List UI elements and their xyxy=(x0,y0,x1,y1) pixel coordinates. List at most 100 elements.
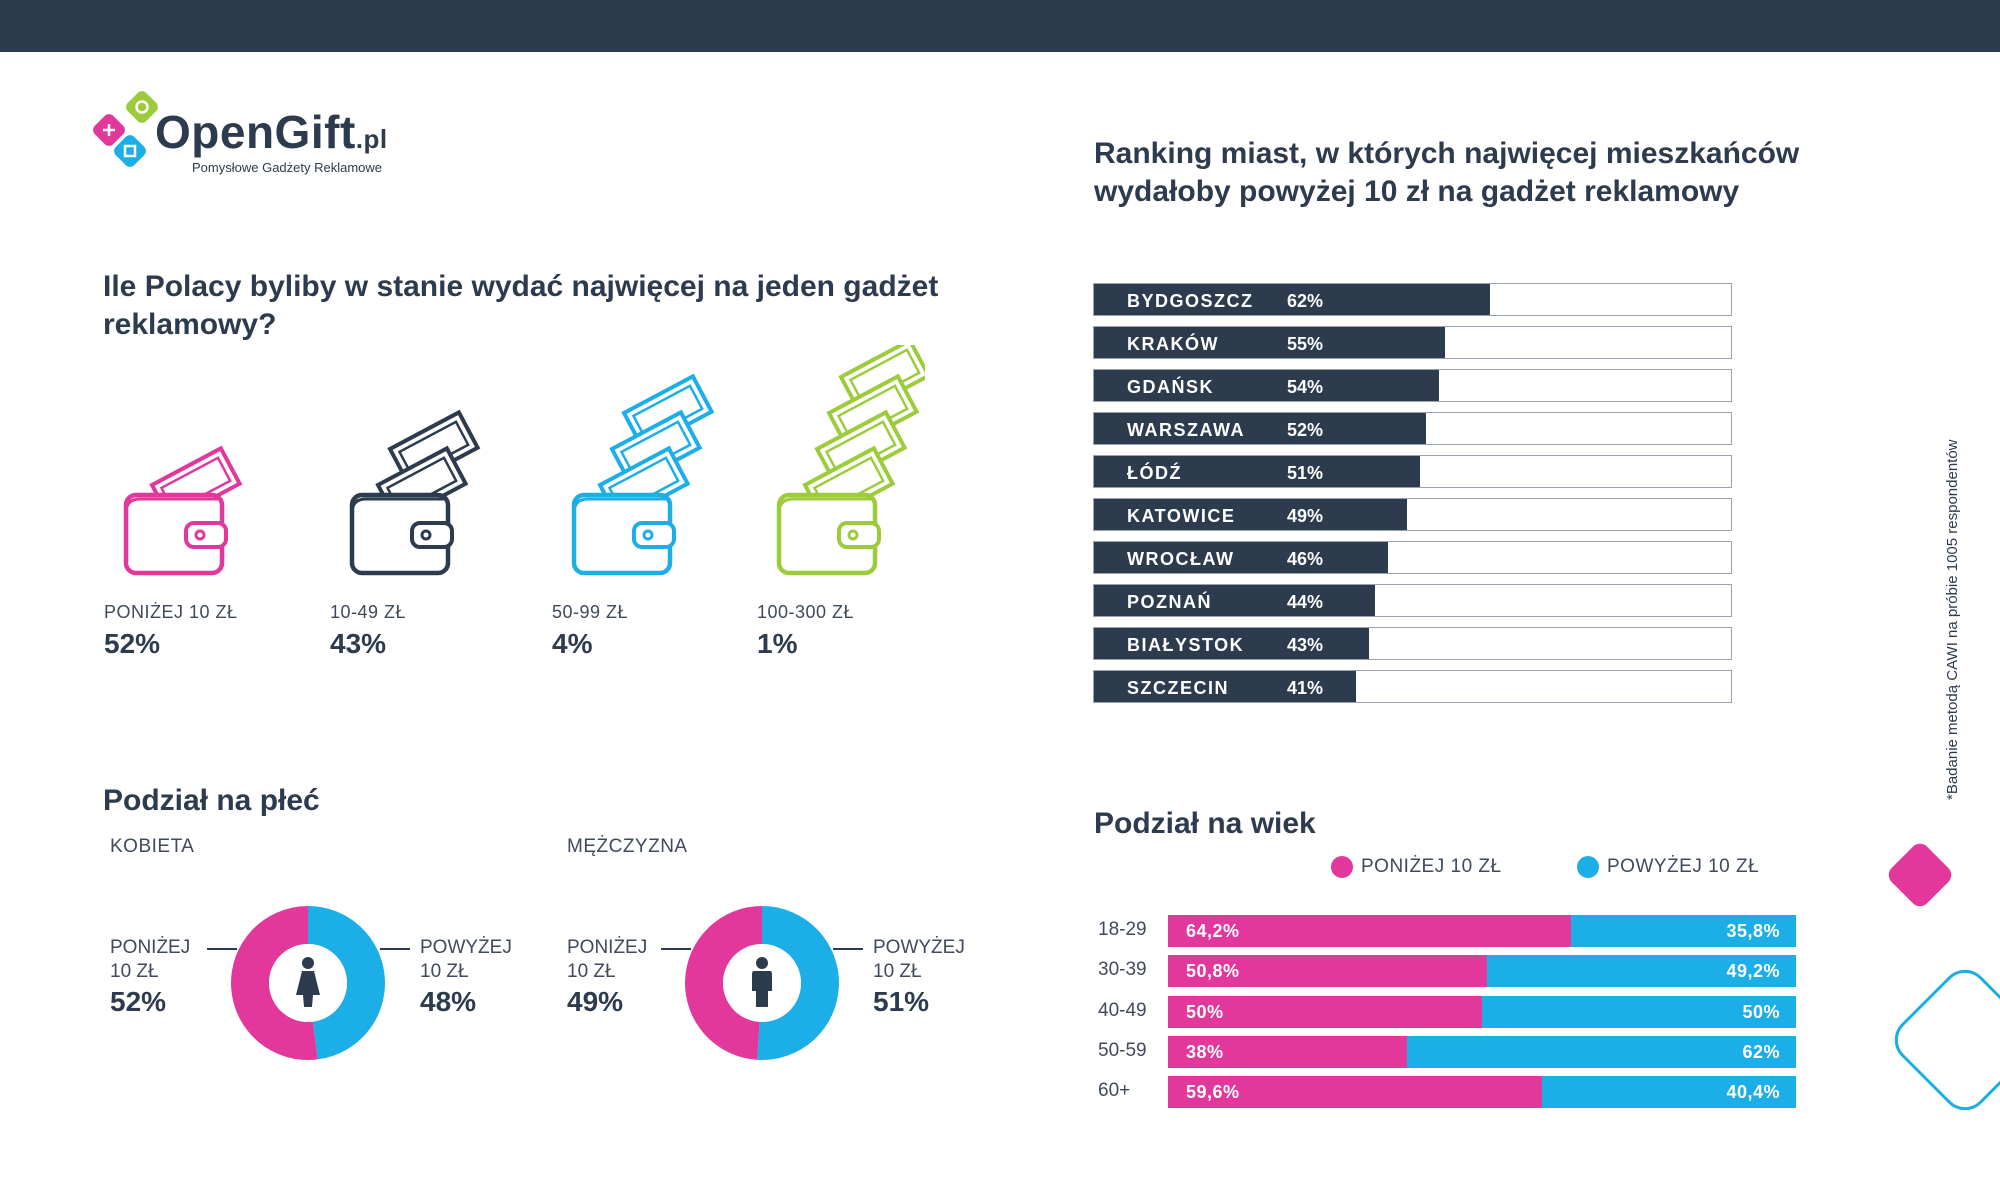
ranking-city-label: POZNAŃ xyxy=(1127,592,1212,612)
legend-below-dot xyxy=(1331,856,1353,878)
ranking-row: WARSZAWA 52% xyxy=(1093,412,1732,445)
male-right-label: POWYŻEJ 10 ZŁ xyxy=(873,937,965,982)
ranking-title: Ranking miast, w których najwięcej miesz… xyxy=(1094,137,1800,208)
age-bar-below-segment: 59,6% xyxy=(1168,1076,1543,1109)
logo-mark-icon xyxy=(93,91,158,167)
ranking-city-label: SZCZECIN xyxy=(1127,678,1229,698)
ranking-bar xyxy=(1094,671,1356,702)
ranking-value-label: 54% xyxy=(1287,377,1324,397)
age-bar-above-segment: 35,8% xyxy=(1571,915,1796,947)
logo-tagline: Pomysłowe Gadżety Reklamowe xyxy=(192,160,383,175)
age-bar-below-segment: 64,2% xyxy=(1168,915,1572,947)
donut-below-slice xyxy=(231,906,318,1060)
ranking-bar xyxy=(1094,499,1408,530)
ranking-row: SZCZECIN 41% xyxy=(1093,670,1732,703)
ranking-row: POZNAŃ 44% xyxy=(1093,584,1732,617)
female-right-leader xyxy=(380,948,410,950)
man-icon xyxy=(752,957,772,1007)
ranking-city-label: KRAKÓW xyxy=(1127,334,1219,354)
ranking-value-label: 49% xyxy=(1287,506,1324,526)
wallet-range-label: PONIŻEJ 10 ZŁ xyxy=(104,602,238,622)
top-bar xyxy=(0,0,2000,52)
age-below-value-label: 64,2% xyxy=(1186,921,1240,941)
age-below-value-label: 50% xyxy=(1186,1001,1224,1022)
ranking-bar xyxy=(1094,327,1446,358)
wallet-icon xyxy=(776,345,925,576)
male-label: MĘŻCZYZNA xyxy=(567,836,688,857)
age-bar: 59,6% 40,4% xyxy=(1168,1076,1796,1109)
age-above-value-label: 35,8% xyxy=(1726,921,1780,941)
age-bar-above-segment: 40,4% xyxy=(1542,1076,1796,1109)
ranking-value-label: 55% xyxy=(1287,334,1324,354)
legend-below-label: PONIŻEJ 10 ZŁ xyxy=(1361,856,1502,877)
wallet-range-label: 100-300 ZŁ xyxy=(757,602,855,622)
age-above-value-label: 40,4% xyxy=(1726,1082,1780,1103)
age-bar: 38% 62% xyxy=(1168,1035,1796,1068)
age-group-label: 30-39 xyxy=(1098,959,1147,981)
ranking-row: ŁÓDŹ 51% xyxy=(1093,455,1732,488)
age-bar-below-segment: 50% xyxy=(1168,995,1482,1028)
wallet-share-value: 4% xyxy=(552,628,593,659)
age-below-value-label: 50,8% xyxy=(1186,961,1240,982)
age-bar: 50% 50% xyxy=(1168,995,1796,1028)
ranking-city-label: WROCŁAW xyxy=(1127,549,1235,569)
woman-icon xyxy=(296,957,320,1007)
ranking-value-label: 52% xyxy=(1287,420,1324,440)
age-bar-below-segment: 38% xyxy=(1168,1035,1407,1068)
wallet-icon xyxy=(123,445,243,576)
ranking-city-label: GDAŃSK xyxy=(1127,377,1215,397)
ranking-value-label: 43% xyxy=(1287,635,1324,655)
age-above-value-label: 49,2% xyxy=(1726,961,1780,982)
age-bar-below-segment: 50,8% xyxy=(1168,955,1488,988)
wallet-range-label: 50-99 ZŁ xyxy=(552,602,629,622)
ranking-city-label: KATOWICE xyxy=(1127,506,1236,526)
logo-text: OpenGift.pl xyxy=(155,106,388,158)
wallet-icon xyxy=(349,409,481,576)
ranking-value-label: 51% xyxy=(1287,463,1324,483)
ranking-row: BYDGOSZCZ 62% xyxy=(1093,283,1732,316)
ranking-row: KRAKÓW 55% xyxy=(1093,326,1732,359)
wallet-share-value: 52% xyxy=(104,628,161,659)
age-bar-above-segment: 49,2% xyxy=(1487,955,1796,988)
male-right-pct: 51% xyxy=(873,986,930,1017)
age-title: Podział na wiek xyxy=(1094,807,1316,840)
age-group-label: 50-59 xyxy=(1098,1039,1147,1061)
age-above-value-label: 50% xyxy=(1742,1001,1780,1022)
age-bar-above-segment: 50% xyxy=(1482,995,1796,1028)
age-group-label: 60+ xyxy=(1098,1080,1131,1102)
legend-above-dot xyxy=(1577,856,1599,878)
age-below-value-label: 38% xyxy=(1186,1041,1224,1062)
ranking-row: BIAŁYSTOK 43% xyxy=(1093,627,1732,660)
male-donut-chart xyxy=(685,906,840,1060)
female-donut-chart xyxy=(231,906,385,1060)
legend-above-label: POWYŻEJ 10 ZŁ xyxy=(1607,856,1760,877)
ranking-value-label: 41% xyxy=(1287,678,1324,698)
ranking-value-label: 44% xyxy=(1287,592,1324,612)
ranking-value-label: 46% xyxy=(1287,549,1324,569)
female-left-label: PONIŻEJ 10 ZŁ xyxy=(110,937,191,982)
age-group-label: 18-29 xyxy=(1098,919,1147,940)
male-left-leader xyxy=(661,948,691,950)
wallet-range-label: 10-49 ZŁ xyxy=(330,602,407,622)
donut-below-slice xyxy=(685,906,762,1060)
ranking-bar xyxy=(1094,628,1369,659)
ranking-row: WROCŁAW 46% xyxy=(1093,541,1732,574)
age-bar: 64,2% 35,8% xyxy=(1168,915,1796,947)
ranking-city-label: ŁÓDŹ xyxy=(1127,463,1182,483)
ranking-bar xyxy=(1094,542,1388,573)
male-left-pct: 49% xyxy=(567,986,624,1017)
ranking-city-label: BYDGOSZCZ xyxy=(1127,291,1254,311)
female-right-pct: 48% xyxy=(420,986,477,1017)
ranking-bar xyxy=(1094,456,1420,487)
female-left-pct: 52% xyxy=(110,986,167,1017)
wallet-share-value: 43% xyxy=(330,628,387,659)
ranking-city-label: WARSZAWA xyxy=(1127,420,1245,440)
ranking-bar xyxy=(1094,413,1427,444)
age-bar: 50,8% 49,2% xyxy=(1168,955,1796,988)
ranking-bar xyxy=(1094,585,1376,616)
ranking-value-label: 62% xyxy=(1287,291,1324,311)
ranking-bar xyxy=(1094,370,1440,401)
female-right-label: POWYŻEJ 10 ZŁ xyxy=(420,937,512,982)
male-right-leader xyxy=(833,948,863,950)
survey-footnote: *Badanie metodą CAWI na próbie 1005 resp… xyxy=(1944,439,1961,800)
